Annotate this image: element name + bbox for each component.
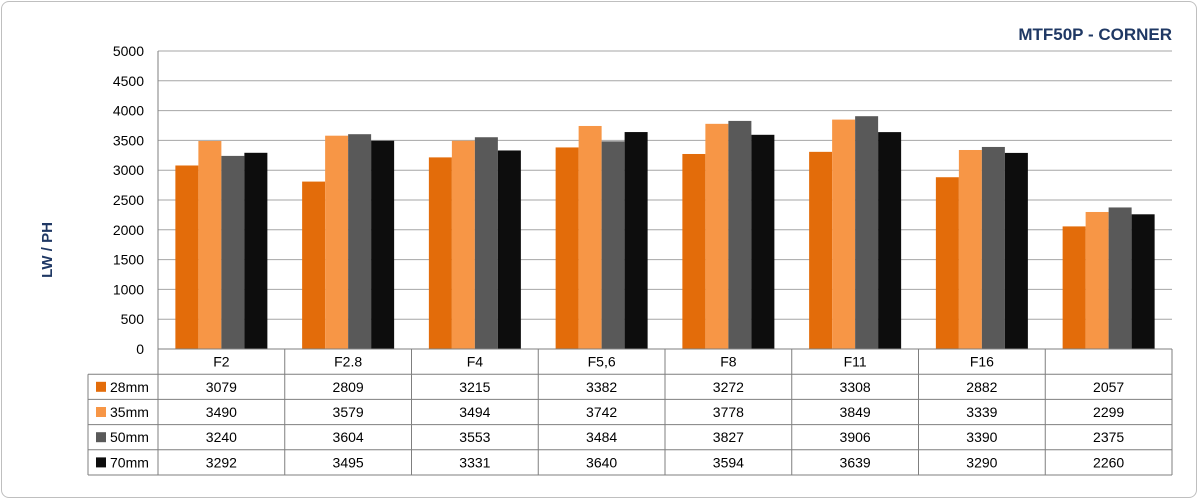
bar xyxy=(348,134,372,349)
bar xyxy=(855,116,879,350)
bar xyxy=(935,177,959,349)
table-cell-value: 3339 xyxy=(966,404,997,420)
table-cell-value: 3604 xyxy=(333,429,364,445)
bar xyxy=(601,141,625,349)
bar xyxy=(325,135,349,349)
table-cell-value: 3079 xyxy=(206,379,237,395)
bar xyxy=(624,132,648,349)
table-cell-value: 3778 xyxy=(713,404,744,420)
bar xyxy=(682,153,706,349)
category-label: F16 xyxy=(970,354,994,370)
data-table: F2 F2.8 F4 F5,6 F8 F11 F16 28mm 3079 2809 3215 3382… xyxy=(87,348,1173,476)
legend-label: 28mm xyxy=(110,379,149,395)
bar xyxy=(497,150,521,349)
table-cell-value: 3240 xyxy=(206,429,237,445)
bar xyxy=(1131,214,1155,349)
legend-label: 50mm xyxy=(110,429,149,445)
bar xyxy=(981,146,1005,349)
bar xyxy=(175,165,199,349)
legend-swatch xyxy=(96,457,106,468)
bar xyxy=(809,151,833,349)
y-tick-label: 4500 xyxy=(113,73,144,89)
bar xyxy=(751,134,775,349)
y-tick-label: 1000 xyxy=(113,281,144,297)
category-label: F8 xyxy=(720,354,737,370)
legend-label: 35mm xyxy=(110,404,149,420)
y-axis-ticks: 0 500 1000 1500 2000 2500 3000 3500 4000 4500 5000 xyxy=(113,43,144,357)
bar xyxy=(302,181,326,349)
bar xyxy=(958,149,982,349)
bar xyxy=(428,157,452,349)
table-cell-value: 2809 xyxy=(333,379,364,395)
legend-swatch xyxy=(96,407,106,417)
table-cell-value: 3553 xyxy=(459,429,490,445)
bar xyxy=(198,140,222,349)
y-tick-label: 5000 xyxy=(113,43,144,59)
bar xyxy=(474,137,498,349)
table-cell-value: 3272 xyxy=(713,379,744,395)
table-cell-value: 2057 xyxy=(1093,379,1124,395)
legend-label: 70mm xyxy=(110,454,149,470)
category-label: F5,6 xyxy=(588,354,616,370)
bar xyxy=(221,155,245,349)
bar xyxy=(1085,211,1109,349)
category-label: F11 xyxy=(844,354,867,370)
table-cell-value: 3308 xyxy=(840,379,871,395)
table-cell-value: 3390 xyxy=(966,429,997,445)
y-tick-label: 1500 xyxy=(113,252,144,268)
bar xyxy=(1062,226,1086,349)
table-cell-value: 3849 xyxy=(840,404,871,420)
category-label: F2.8 xyxy=(334,354,362,370)
table-cell-value: 2299 xyxy=(1093,404,1124,420)
y-tick-label: 0 xyxy=(136,341,144,357)
category-label: F4 xyxy=(467,354,484,370)
table-cell-value: 3495 xyxy=(333,454,364,470)
table-cell-value: 3382 xyxy=(586,379,617,395)
legend-swatch xyxy=(96,432,106,443)
table-cell-value: 3331 xyxy=(459,454,490,470)
y-tick-label: 3500 xyxy=(113,132,144,148)
category-label: F2 xyxy=(213,354,230,370)
table-cell-value: 3484 xyxy=(586,429,617,445)
y-axis-label: LW / PH xyxy=(39,222,56,278)
bar xyxy=(578,125,602,349)
bar xyxy=(728,120,752,349)
table-cell-value: 3906 xyxy=(840,429,871,445)
table-cell-value: 3579 xyxy=(333,404,364,420)
table-cell-value: 2260 xyxy=(1093,454,1124,470)
chart-title: MTF50P - CORNER xyxy=(1018,25,1172,44)
bar xyxy=(371,140,395,349)
table-cell-value: 3215 xyxy=(459,379,490,395)
table-cell-value: 3292 xyxy=(206,454,237,470)
table-cell-value: 3742 xyxy=(586,404,617,420)
table-cell-value: 3827 xyxy=(713,429,744,445)
legend-swatch xyxy=(96,381,106,392)
y-tick-label: 2000 xyxy=(113,222,144,238)
y-tick-label: 2500 xyxy=(113,192,144,208)
table-cell-value: 2375 xyxy=(1093,429,1124,445)
table-cell-value: 3639 xyxy=(840,454,871,470)
y-tick-label: 4000 xyxy=(113,103,144,119)
bar xyxy=(705,123,729,349)
table-cell-value: 3290 xyxy=(966,454,997,470)
y-tick-label: 500 xyxy=(121,311,145,327)
bar xyxy=(1004,152,1028,349)
table-cell-value: 2882 xyxy=(966,379,997,395)
bar xyxy=(878,132,902,349)
bar xyxy=(451,140,475,349)
bar xyxy=(832,119,856,349)
table-cell-value: 3490 xyxy=(206,404,237,420)
table-cell-value: 3494 xyxy=(459,404,490,420)
bars xyxy=(175,116,1155,350)
bar xyxy=(244,152,268,349)
y-tick-label: 3000 xyxy=(113,162,144,178)
table-cell-value: 3640 xyxy=(586,454,617,470)
bar xyxy=(1108,207,1132,349)
table-cell-value: 3594 xyxy=(713,454,744,470)
bar xyxy=(555,147,579,349)
